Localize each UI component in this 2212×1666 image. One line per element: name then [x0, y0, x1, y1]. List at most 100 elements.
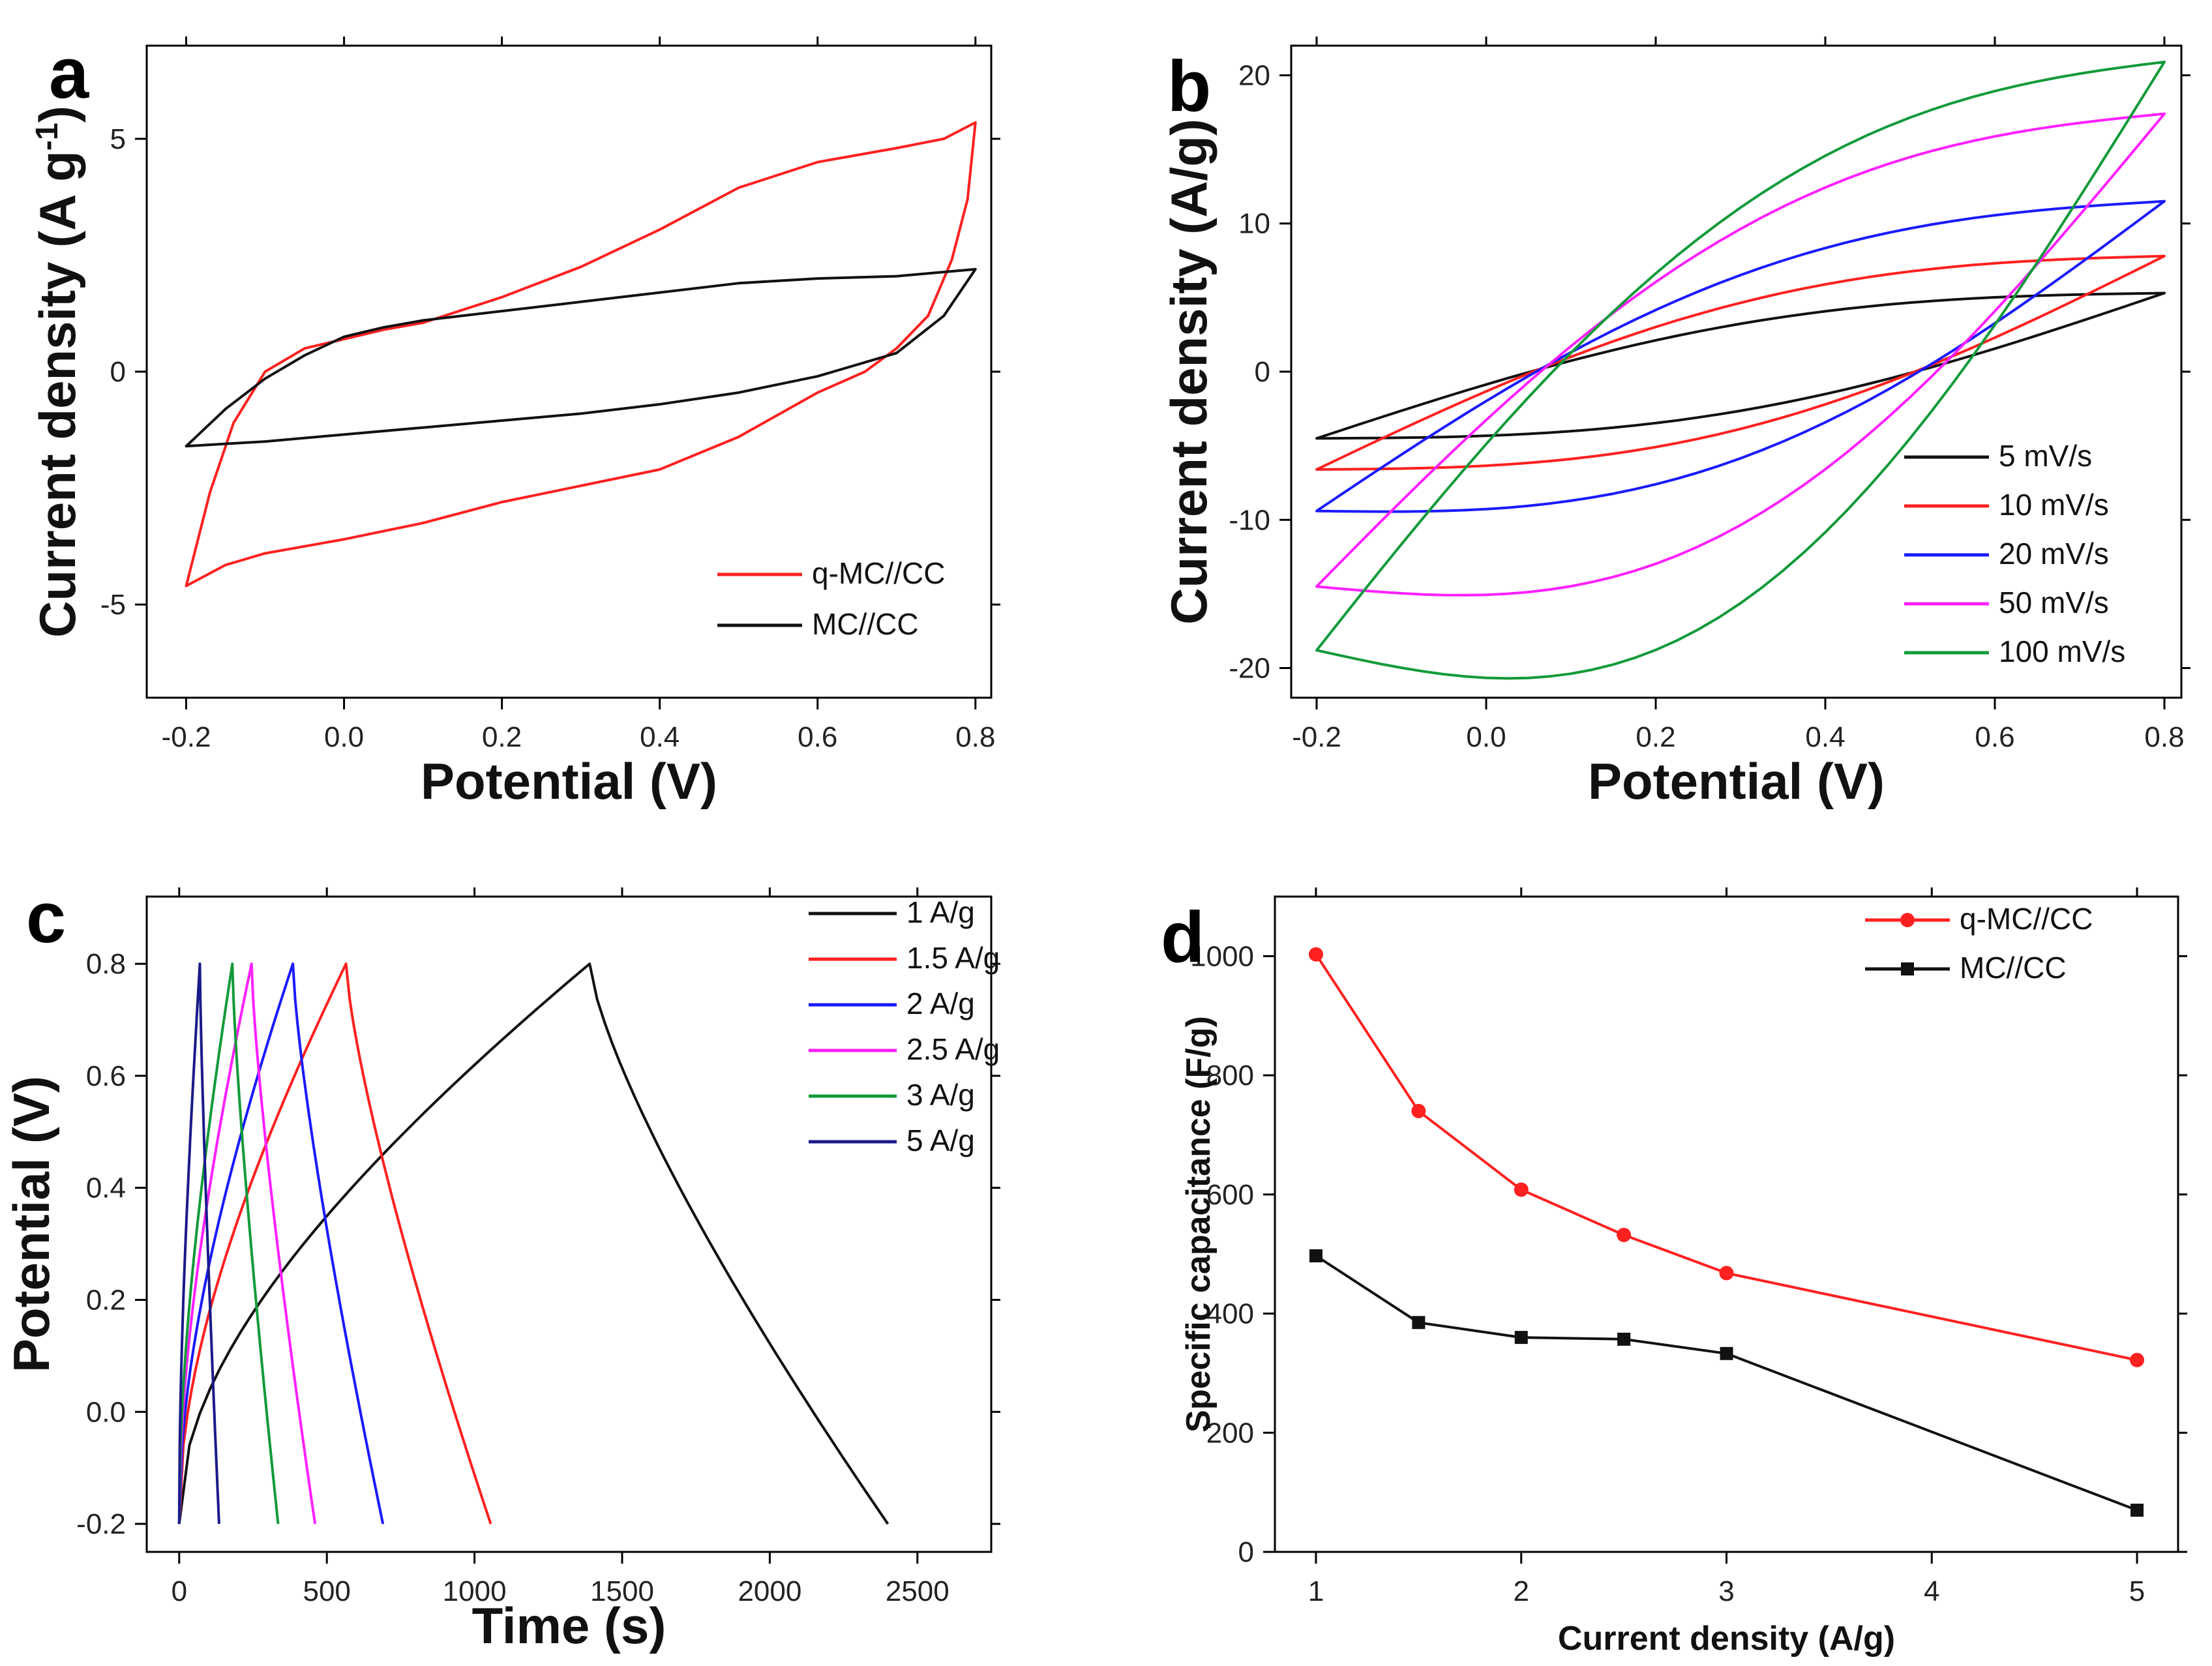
data-point: [1309, 1249, 1323, 1262]
y-tick-label: 200: [1206, 1417, 1254, 1449]
plot-frame: [145, 895, 993, 1553]
y-tick-label: 0: [110, 356, 126, 388]
y-tick-label: 0.4: [86, 1172, 126, 1204]
data-point: [2130, 1504, 2144, 1517]
legend-marker: [1901, 962, 1914, 975]
y-tick-label: 600: [1206, 1179, 1254, 1211]
data-point: [1719, 1266, 1734, 1281]
series-line-5-mv-s: [1315, 291, 2166, 440]
legend-label: 1 A/g: [906, 895, 975, 929]
x-tick-label: 0.6: [1975, 721, 2014, 753]
legend-label: 5 mV/s: [1999, 439, 2092, 473]
x-tick-label: 1000: [443, 1575, 507, 1607]
x-tick-label: 0.0: [1466, 721, 1506, 753]
panel-c: 0 500 1000 1500 2000 2500 -0.2 0.0 0.2 0.4 0.6 0.8 T…: [3, 878, 1000, 1654]
panel-letter: b: [1167, 46, 1211, 126]
plot-frame: [1274, 895, 2179, 1553]
x-tick-label: 0.4: [640, 721, 680, 753]
y-tick-label: 0.8: [86, 948, 126, 980]
series-line-5-a-g: [177, 962, 220, 1525]
y-tick-label: 0.2: [86, 1284, 126, 1316]
series-line-mc-cc: [185, 267, 977, 448]
legend-label: 1.5 A/g: [906, 941, 1000, 975]
y-axis-title-tail: ): [29, 106, 86, 123]
x-tick-label: 0.2: [482, 721, 522, 753]
series-line-50-mv-s: [1315, 112, 2166, 597]
y-tick-label: -0.2: [76, 1508, 126, 1540]
panel-a: -0.2 0.0 0.2 0.4 0.6 0.8 -5 0 5 Potential (V) Curr…: [29, 33, 1000, 810]
legend-label: MC//CC: [1960, 951, 2067, 985]
x-tick-label: 0.2: [1636, 721, 1675, 753]
x-axis-title: Time (s): [472, 1597, 666, 1654]
legend-label: q-MC//CC: [812, 556, 945, 590]
x-tick-label: 4: [1924, 1575, 1939, 1607]
x-axis-title: Potential (V): [1588, 752, 1885, 810]
series-line-3-a-g: [177, 962, 280, 1525]
data-point: [1617, 1227, 1632, 1242]
y-tick-label: 0: [1238, 1536, 1254, 1568]
series-line-q-mc-cc: [1315, 953, 2138, 1361]
y-axis-title: Potential (V): [3, 1076, 60, 1373]
legend-label: 10 mV/s: [1999, 488, 2109, 522]
y-tick-label: 800: [1206, 1060, 1254, 1092]
series-line-2-5-a-g: [177, 962, 317, 1525]
x-axis-title: Potential (V): [421, 752, 717, 810]
data-point: [2130, 1352, 2145, 1367]
y-tick-label: 20: [1238, 59, 1270, 91]
y-tick-label: -10: [1229, 504, 1270, 536]
x-tick-label: 0.0: [324, 721, 364, 753]
series-line-2-a-g: [177, 962, 385, 1525]
series-line-20-mv-s: [1315, 200, 2166, 513]
legend-label: 2.5 A/g: [906, 1032, 1000, 1066]
legend-label: 20 mV/s: [1999, 537, 2109, 571]
y-tick-label: 0.0: [86, 1396, 126, 1428]
legend-label: 100 mV/s: [1999, 634, 2125, 668]
x-tick-label: -0.2: [1292, 721, 1341, 753]
series-line-1-5-a-g: [177, 962, 492, 1525]
y-tick-label: 0: [1255, 356, 1270, 388]
x-tick-label: 2: [1513, 1575, 1529, 1607]
x-tick-label: 1500: [590, 1575, 654, 1607]
data-point: [1308, 947, 1323, 962]
x-tick-label: 0.8: [2144, 721, 2184, 753]
x-tick-label: 2500: [886, 1575, 949, 1607]
legend-label: 5 A/g: [906, 1123, 975, 1157]
panel-b: -0.2 0.0 0.2 0.4 0.6 0.8 -20 -10 0 10 20 Potential …: [1160, 37, 2190, 810]
x-tick-label: 5: [2129, 1575, 2145, 1607]
data-point: [1617, 1332, 1631, 1346]
legend-marker: [1900, 913, 1915, 927]
series-line-100-mv-s: [1315, 61, 2166, 680]
x-tick-label: 0.6: [798, 721, 837, 753]
x-axis-title: Current density (A/g): [1558, 1620, 1895, 1658]
y-tick-label: 0.6: [86, 1060, 126, 1092]
data-point: [1514, 1331, 1528, 1345]
y-tick-label: 1000: [1190, 940, 1254, 972]
x-tick-label: -0.2: [162, 721, 211, 753]
panel-letter: a: [49, 33, 89, 113]
legend-label: 50 mV/s: [1999, 586, 2109, 619]
series-line-1-a-g: [177, 962, 889, 1525]
panel-letter: d: [1161, 897, 1204, 977]
panel-d: 1 2 3 4 5 0 200 400 600 800 1000 Current density (A…: [1161, 887, 2187, 1658]
x-tick-label: 500: [303, 1575, 350, 1607]
y-axis-title: Specific capacitance (F/g): [1180, 1016, 1218, 1433]
x-tick-label: 0.8: [955, 721, 995, 753]
y-tick-label: 400: [1206, 1298, 1254, 1330]
y-tick-label: 5: [110, 123, 126, 155]
legend-label: MC//CC: [812, 607, 919, 641]
x-tick-label: 2000: [738, 1575, 801, 1607]
x-tick-label: 3: [1718, 1575, 1734, 1607]
legend-label: 3 A/g: [906, 1078, 975, 1112]
data-point: [1514, 1182, 1529, 1197]
x-tick-label: 0: [172, 1575, 187, 1607]
y-axis-title: Current density (A g-1): [29, 106, 86, 638]
data-point: [1720, 1346, 1733, 1360]
y-tick-label: -5: [100, 589, 126, 621]
data-point: [1411, 1103, 1426, 1118]
legend-label: 2 A/g: [906, 987, 975, 1020]
series-line-10-mv-s: [1315, 254, 2166, 471]
y-tick-label: 10: [1238, 208, 1270, 240]
series-line-q-mc-cc: [185, 121, 977, 588]
y-axis-title-sup: -1: [29, 123, 65, 151]
